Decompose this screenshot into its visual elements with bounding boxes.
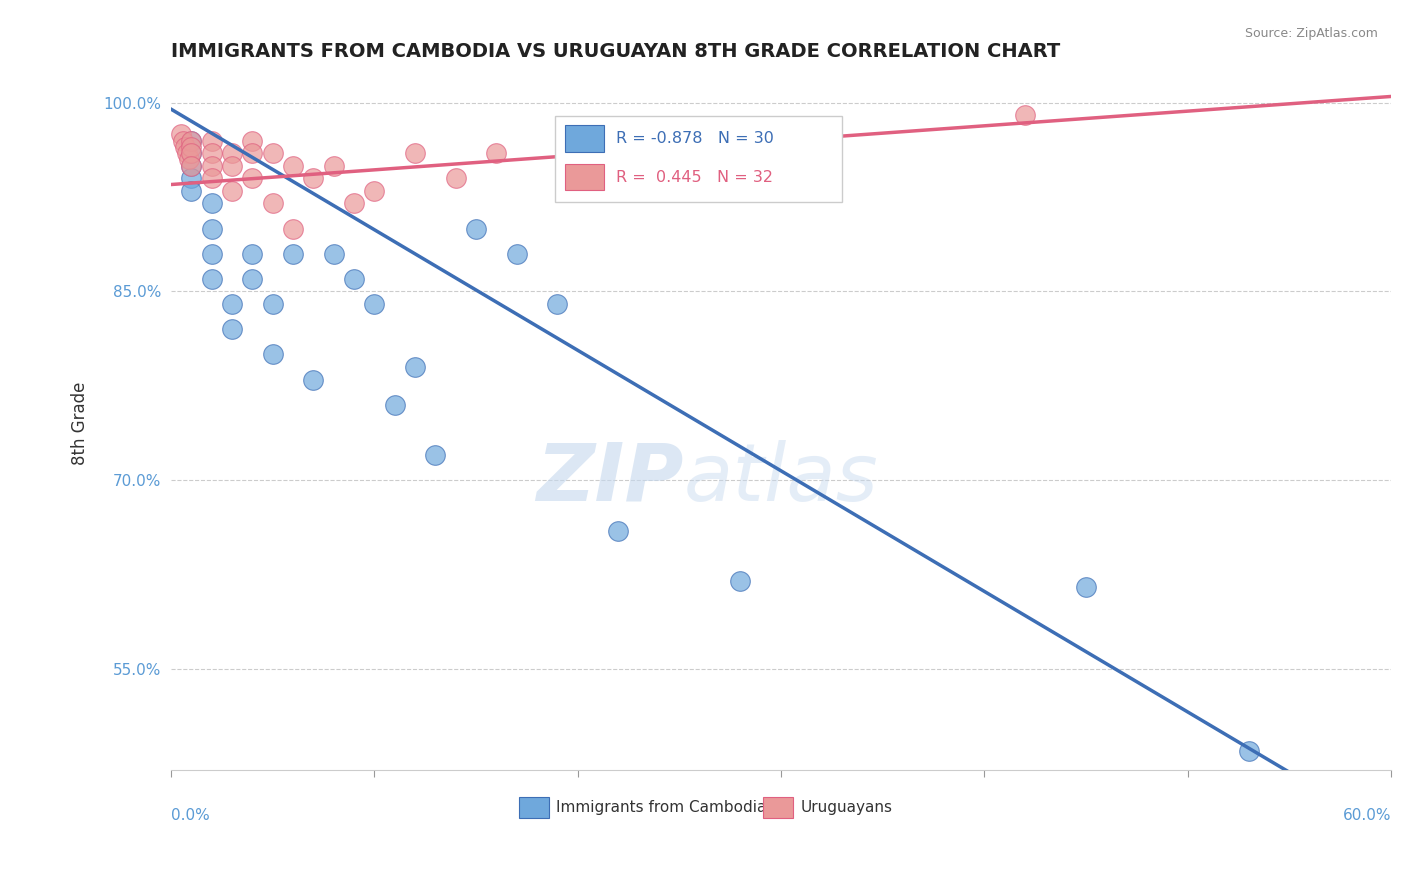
Point [769,134,792,148]
FancyBboxPatch shape [555,116,842,202]
Point [1237,744,1260,758]
Point [505,246,527,260]
Point [240,134,263,148]
Point [343,196,366,211]
Point [200,196,222,211]
Text: R = -0.878   N = 30: R = -0.878 N = 30 [616,131,775,146]
Point [240,246,263,260]
Point [180,134,202,148]
Text: Uruguayans: Uruguayans [800,800,893,815]
Point [179,153,201,167]
Point [240,171,263,186]
Text: atlas: atlas [683,440,879,518]
Text: Source: ZipAtlas.com: Source: ZipAtlas.com [1244,27,1378,40]
Point [180,146,202,161]
Point [176,146,198,161]
Point [221,184,243,198]
Point [200,272,222,286]
Point [262,297,284,311]
Point [444,171,467,186]
Point [262,347,284,361]
Point [180,171,202,186]
Point [180,140,202,154]
Point [221,146,243,161]
Point [607,524,630,538]
FancyBboxPatch shape [519,797,550,818]
Point [180,159,202,173]
Point [170,127,193,141]
Point [172,134,194,148]
Point [200,171,222,186]
FancyBboxPatch shape [565,164,605,190]
Point [343,272,366,286]
Point [384,398,406,412]
Point [221,322,243,336]
Text: Immigrants from Cambodia: Immigrants from Cambodia [557,800,766,815]
Text: IMMIGRANTS FROM CAMBODIA VS URUGUAYAN 8TH GRADE CORRELATION CHART: IMMIGRANTS FROM CAMBODIA VS URUGUAYAN 8T… [172,42,1060,61]
Point [322,159,344,173]
Point [180,184,202,198]
Point [281,159,304,173]
Point [302,171,325,186]
Point [485,146,508,161]
Point [281,246,304,260]
Point [200,146,222,161]
Point [322,246,344,260]
Text: 60.0%: 60.0% [1343,808,1391,823]
FancyBboxPatch shape [762,797,793,818]
Point [302,373,325,387]
Point [1074,580,1097,594]
Text: ZIP: ZIP [536,440,683,518]
Point [728,574,751,588]
Point [1014,108,1036,122]
Point [363,184,385,198]
Point [262,196,284,211]
Point [180,134,202,148]
Point [240,272,263,286]
Point [200,134,222,148]
Point [240,146,263,161]
Point [174,140,197,154]
Point [404,359,426,374]
Point [262,146,284,161]
Point [221,159,243,173]
Text: 0.0%: 0.0% [172,808,209,823]
Point [464,221,486,235]
Point [404,146,426,161]
FancyBboxPatch shape [565,126,605,152]
Y-axis label: 8th Grade: 8th Grade [72,382,89,466]
Point [200,221,222,235]
Text: R =  0.445   N = 32: R = 0.445 N = 32 [616,169,773,185]
Point [200,246,222,260]
Point [425,448,447,462]
Point [221,297,243,311]
Point [281,221,304,235]
Point [546,297,568,311]
Point [363,297,385,311]
Point [180,146,202,161]
Point [200,159,222,173]
Point [180,159,202,173]
